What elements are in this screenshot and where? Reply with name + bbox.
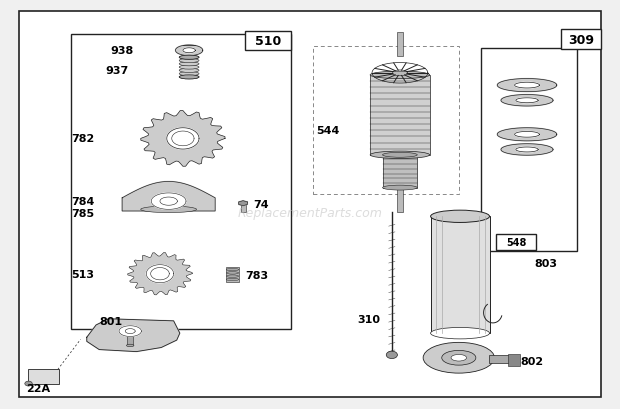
Bar <box>313 47 459 194</box>
Polygon shape <box>501 144 553 156</box>
Ellipse shape <box>383 153 417 158</box>
Ellipse shape <box>179 76 199 80</box>
Ellipse shape <box>451 355 467 361</box>
Text: 309: 309 <box>569 34 594 47</box>
Polygon shape <box>239 201 247 206</box>
Text: 938: 938 <box>110 46 133 56</box>
Ellipse shape <box>179 69 199 73</box>
Polygon shape <box>141 111 225 167</box>
Polygon shape <box>160 198 177 206</box>
Text: 802: 802 <box>521 356 544 366</box>
Polygon shape <box>128 253 192 295</box>
Ellipse shape <box>179 59 199 63</box>
Polygon shape <box>175 46 203 56</box>
Ellipse shape <box>179 56 199 60</box>
Polygon shape <box>87 319 180 352</box>
Bar <box>397 188 403 213</box>
Bar <box>71 35 291 329</box>
Ellipse shape <box>423 342 495 373</box>
Ellipse shape <box>126 344 134 347</box>
Text: 544: 544 <box>316 126 340 136</box>
Ellipse shape <box>179 66 199 70</box>
Bar <box>480 49 577 252</box>
Ellipse shape <box>179 63 199 67</box>
Bar <box>561 30 601 50</box>
Text: 310: 310 <box>357 314 380 324</box>
Polygon shape <box>516 99 538 103</box>
Polygon shape <box>515 132 539 138</box>
Polygon shape <box>501 95 553 107</box>
Text: 513: 513 <box>71 269 94 279</box>
Bar <box>28 369 59 384</box>
Text: 803: 803 <box>534 259 557 269</box>
Bar <box>383 155 417 188</box>
Bar <box>370 76 430 155</box>
Polygon shape <box>151 193 186 210</box>
Text: 510: 510 <box>255 35 281 48</box>
Text: 784: 784 <box>71 196 94 206</box>
Bar <box>496 234 536 251</box>
Text: 548: 548 <box>506 238 526 247</box>
Circle shape <box>25 381 32 386</box>
Text: ReplacementParts.com: ReplacementParts.com <box>237 206 383 219</box>
Polygon shape <box>497 128 557 142</box>
Bar <box>245 31 291 51</box>
Polygon shape <box>516 148 538 153</box>
Ellipse shape <box>370 152 430 159</box>
Bar <box>489 355 515 363</box>
Bar <box>241 204 246 213</box>
Ellipse shape <box>383 186 417 191</box>
Text: 785: 785 <box>71 209 94 219</box>
Polygon shape <box>119 326 141 337</box>
Text: 782: 782 <box>71 134 94 144</box>
Bar <box>226 267 239 282</box>
Polygon shape <box>125 329 135 334</box>
Text: 801: 801 <box>100 316 123 326</box>
Ellipse shape <box>179 76 199 80</box>
Ellipse shape <box>430 328 490 339</box>
Text: 22A: 22A <box>26 383 50 393</box>
Text: 783: 783 <box>246 270 268 280</box>
Ellipse shape <box>226 269 239 271</box>
Ellipse shape <box>179 56 199 60</box>
Ellipse shape <box>179 72 199 76</box>
Bar <box>508 354 520 366</box>
Ellipse shape <box>141 207 197 213</box>
Ellipse shape <box>430 211 490 223</box>
Ellipse shape <box>370 72 430 79</box>
Ellipse shape <box>226 272 239 274</box>
Ellipse shape <box>226 275 239 278</box>
Polygon shape <box>515 83 539 89</box>
Polygon shape <box>183 49 195 54</box>
Bar <box>397 33 403 57</box>
Bar <box>431 217 490 333</box>
Text: 937: 937 <box>105 65 129 75</box>
Polygon shape <box>122 182 215 211</box>
Polygon shape <box>497 79 557 92</box>
Ellipse shape <box>441 351 476 365</box>
Polygon shape <box>146 265 174 283</box>
Ellipse shape <box>226 279 239 281</box>
Circle shape <box>386 351 397 359</box>
Polygon shape <box>167 128 199 150</box>
Bar <box>127 335 133 346</box>
Text: 74: 74 <box>253 200 268 209</box>
